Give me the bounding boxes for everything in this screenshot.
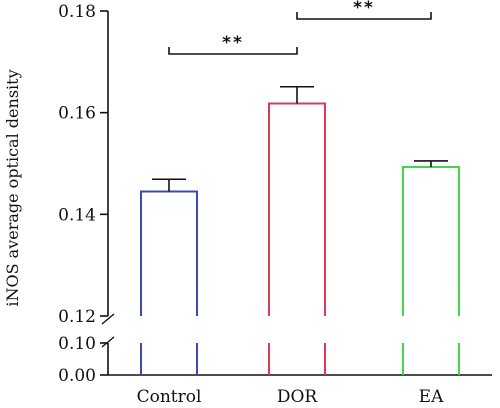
significance-brackets: ** **: [168, 0, 432, 55]
bar-ea: [402, 166, 460, 316]
significance-label: **: [353, 0, 375, 18]
axis-break-mark-lower: [101, 336, 115, 348]
bar-control: [140, 190, 198, 316]
error-bars: [152, 85, 448, 192]
significance-bracket: [168, 47, 298, 55]
y-tick-label: 0.00: [58, 366, 96, 386]
x-tick-label: EA: [419, 387, 444, 407]
axes: [100, 10, 492, 376]
bar-dor: [268, 102, 326, 316]
y-tick-label: 0.14: [58, 205, 96, 225]
y-axis-title: iNOS average optical density: [3, 69, 22, 306]
axis-break-mark-upper: [101, 313, 115, 325]
y-tick-label: 0.10: [58, 334, 96, 354]
y-tick-label: 0.18: [58, 2, 96, 22]
y-tick-label: 0.16: [58, 104, 96, 124]
bars: [140, 102, 460, 375]
significance-bracket: [296, 12, 432, 20]
significance-label: **: [222, 33, 244, 53]
x-tick-label: Control: [137, 387, 202, 407]
y-tick-label: 0.12: [58, 307, 96, 327]
x-tick-label: DOR: [277, 387, 319, 407]
labels: 0.12 0.14 0.16 0.18 0.00 0.10 Control DOR EA: [58, 2, 444, 407]
